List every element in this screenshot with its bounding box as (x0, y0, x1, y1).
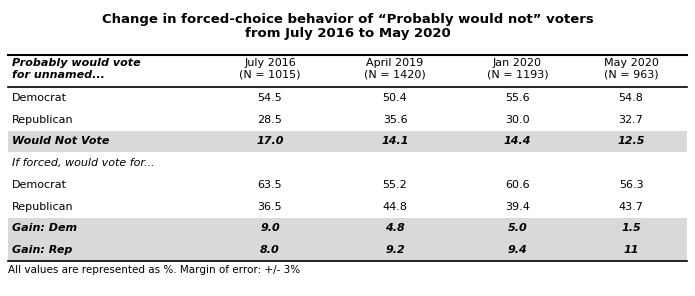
Text: 54.5: 54.5 (258, 93, 282, 103)
Text: 12.5: 12.5 (617, 136, 645, 147)
Text: Republican: Republican (12, 202, 74, 212)
Text: May 2020
(N = 963): May 2020 (N = 963) (603, 58, 658, 80)
Text: Gain: Dem: Gain: Dem (12, 223, 77, 233)
Text: 4.8: 4.8 (385, 223, 405, 233)
Text: 39.4: 39.4 (505, 202, 530, 212)
Bar (8, 131, 687, 152)
Text: 14.4: 14.4 (504, 136, 531, 147)
Text: 9.4: 9.4 (507, 245, 528, 255)
Text: 30.0: 30.0 (505, 115, 530, 125)
Text: 8.0: 8.0 (260, 245, 280, 255)
Text: Probably would vote
for unnamed...: Probably would vote for unnamed... (12, 58, 140, 80)
Text: 28.5: 28.5 (258, 115, 282, 125)
Text: 43.7: 43.7 (619, 202, 644, 212)
Text: All values are represented as %. Margin of error: +/- 3%: All values are represented as %. Margin … (8, 265, 300, 275)
Text: 55.6: 55.6 (505, 93, 530, 103)
Text: Jan 2020
(N = 1193): Jan 2020 (N = 1193) (486, 58, 548, 80)
Text: 55.2: 55.2 (383, 180, 407, 190)
Text: 54.8: 54.8 (619, 93, 644, 103)
Text: 1.5: 1.5 (621, 223, 641, 233)
Text: 14.1: 14.1 (382, 136, 409, 147)
Text: Republican: Republican (12, 115, 74, 125)
Text: 5.0: 5.0 (507, 223, 528, 233)
Text: 32.7: 32.7 (619, 115, 644, 125)
Text: Change in forced-choice behavior of “Probably would not” voters: Change in forced-choice behavior of “Pro… (101, 13, 594, 26)
Text: 60.6: 60.6 (505, 180, 530, 190)
Text: July 2016
(N = 1015): July 2016 (N = 1015) (239, 58, 301, 80)
Text: April 2019
(N = 1420): April 2019 (N = 1420) (364, 58, 426, 80)
Text: 36.5: 36.5 (258, 202, 282, 212)
Text: 50.4: 50.4 (383, 93, 407, 103)
Text: Would Not Vote: Would Not Vote (12, 136, 109, 147)
Text: Democrat: Democrat (12, 93, 67, 103)
Text: 35.6: 35.6 (383, 115, 407, 125)
Bar (8, 218, 687, 239)
Text: If forced, would vote for...: If forced, would vote for... (12, 158, 154, 168)
Text: 56.3: 56.3 (619, 180, 644, 190)
Text: from July 2016 to May 2020: from July 2016 to May 2020 (245, 27, 450, 40)
Text: 9.2: 9.2 (385, 245, 405, 255)
Text: Democrat: Democrat (12, 180, 67, 190)
Text: Gain: Rep: Gain: Rep (12, 245, 72, 255)
Text: 63.5: 63.5 (258, 180, 282, 190)
Bar (8, 239, 687, 261)
Text: 17.0: 17.0 (256, 136, 284, 147)
Text: 44.8: 44.8 (382, 202, 407, 212)
Text: 11: 11 (623, 245, 639, 255)
Text: 9.0: 9.0 (260, 223, 280, 233)
